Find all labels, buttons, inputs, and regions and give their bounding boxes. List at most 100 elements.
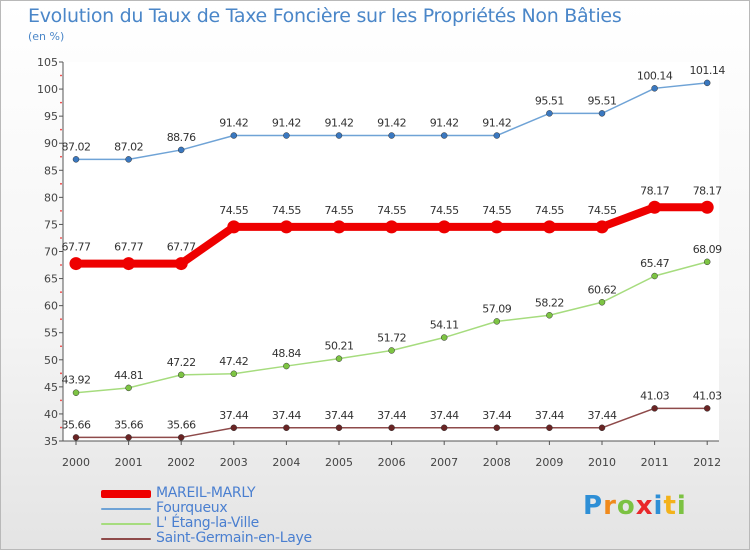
data-point xyxy=(125,434,132,441)
legend: MAREIL-MARLY Fourqueux L' Étang-la-Ville… xyxy=(101,486,312,546)
y-minor-tick xyxy=(60,209,62,212)
data-point xyxy=(388,424,395,432)
x-tick-label: 2005 xyxy=(325,456,353,469)
data-point xyxy=(230,370,238,378)
data-point xyxy=(388,132,395,139)
data-label: 41.03 xyxy=(693,389,722,402)
data-point xyxy=(227,220,241,234)
data-point xyxy=(598,299,606,306)
data-label: 35.66 xyxy=(167,418,196,431)
data-label: 60.62 xyxy=(588,283,617,296)
y-minor-tick xyxy=(60,291,62,294)
y-tick-label: 35 xyxy=(44,435,58,448)
data-point xyxy=(546,312,553,319)
data-label: 37.44 xyxy=(377,409,406,422)
data-label: 74.55 xyxy=(535,204,564,217)
logo-letter: x xyxy=(635,491,654,521)
y-tick-label: 45 xyxy=(44,381,58,394)
data-label: 44.81 xyxy=(114,369,143,382)
data-point xyxy=(335,355,343,362)
logo-letter: i xyxy=(676,491,687,521)
data-label: 67.77 xyxy=(114,241,143,254)
data-point xyxy=(279,220,293,234)
data-label: 68.09 xyxy=(693,243,722,256)
y-tick-label: 85 xyxy=(44,164,58,177)
legend-swatch xyxy=(101,507,151,510)
x-tick-label: 2009 xyxy=(535,456,563,469)
data-point xyxy=(598,424,606,432)
data-label: 37.44 xyxy=(272,409,301,422)
data-point xyxy=(493,132,501,139)
logo-letter: P xyxy=(583,491,604,521)
data-label: 48.84 xyxy=(272,347,301,360)
data-label: 35.66 xyxy=(114,418,143,431)
data-label: 67.77 xyxy=(167,241,196,254)
y-tick-label: 40 xyxy=(44,408,58,421)
x-tick-label: 2007 xyxy=(430,456,458,469)
x-tick-label: 2008 xyxy=(483,456,511,469)
data-point xyxy=(440,334,448,341)
data-point xyxy=(69,257,83,271)
legend-label: L' Étang-la-Ville xyxy=(156,515,259,531)
legend-item: Fourqueux xyxy=(101,501,312,516)
y-tick-label: 50 xyxy=(44,354,58,367)
legend-swatch xyxy=(101,489,151,498)
data-point xyxy=(651,405,658,412)
data-point xyxy=(335,424,343,432)
data-label: 78.17 xyxy=(640,184,669,197)
data-point xyxy=(700,200,714,214)
y-tick-label: 100 xyxy=(37,83,58,96)
y-minor-tick xyxy=(60,264,62,266)
data-point xyxy=(177,371,185,379)
y-tick-label: 65 xyxy=(44,273,58,286)
y-minor-tick xyxy=(60,128,62,131)
x-tick-label: 2012 xyxy=(693,456,721,469)
y-minor-tick xyxy=(60,101,62,104)
data-label: 74.55 xyxy=(430,204,459,217)
data-point xyxy=(546,110,553,117)
data-point xyxy=(490,220,504,234)
logo-letter: t xyxy=(663,491,677,521)
data-point xyxy=(542,220,556,234)
data-label: 91.42 xyxy=(377,117,406,130)
data-point xyxy=(493,424,501,432)
data-label: 88.76 xyxy=(167,131,196,144)
data-point xyxy=(703,79,711,87)
data-label: 91.42 xyxy=(325,117,354,130)
y-tick-label: 95 xyxy=(44,110,58,123)
y-minor-tick xyxy=(60,399,62,402)
y-minor-tick xyxy=(60,74,62,77)
x-tick-label: 2000 xyxy=(62,456,90,469)
y-tick-label: 80 xyxy=(44,191,58,204)
data-point xyxy=(174,257,188,271)
data-point xyxy=(703,258,711,266)
data-label: 37.44 xyxy=(535,409,564,422)
data-label: 37.44 xyxy=(430,409,459,422)
chart-title: Evolution du Taux de Taxe Foncière sur l… xyxy=(28,5,622,27)
data-point xyxy=(703,405,711,412)
x-tick-label: 2004 xyxy=(272,456,300,469)
data-label: 95.51 xyxy=(535,94,564,107)
data-point xyxy=(122,257,136,271)
legend-label: MAREIL-MARLY xyxy=(156,485,256,501)
data-point xyxy=(440,132,448,139)
data-label: 35.66 xyxy=(62,418,91,431)
data-point xyxy=(595,220,609,234)
y-minor-tick xyxy=(60,155,62,158)
data-label: 91.42 xyxy=(430,117,459,130)
data-label: 91.42 xyxy=(272,117,301,130)
y-minor-tick xyxy=(60,345,62,348)
data-label: 57.09 xyxy=(482,302,511,315)
data-point xyxy=(598,110,606,117)
y-tick-label: 60 xyxy=(44,300,58,313)
data-label: 91.42 xyxy=(482,117,511,130)
x-tick-label: 2006 xyxy=(378,456,406,469)
legend-item: MAREIL-MARLY xyxy=(101,486,312,501)
legend-label: Saint-Germain-en-Laye xyxy=(156,530,312,546)
data-label: 41.03 xyxy=(640,389,669,402)
data-point xyxy=(440,424,448,432)
data-point xyxy=(72,156,80,163)
data-label: 74.55 xyxy=(219,204,248,217)
